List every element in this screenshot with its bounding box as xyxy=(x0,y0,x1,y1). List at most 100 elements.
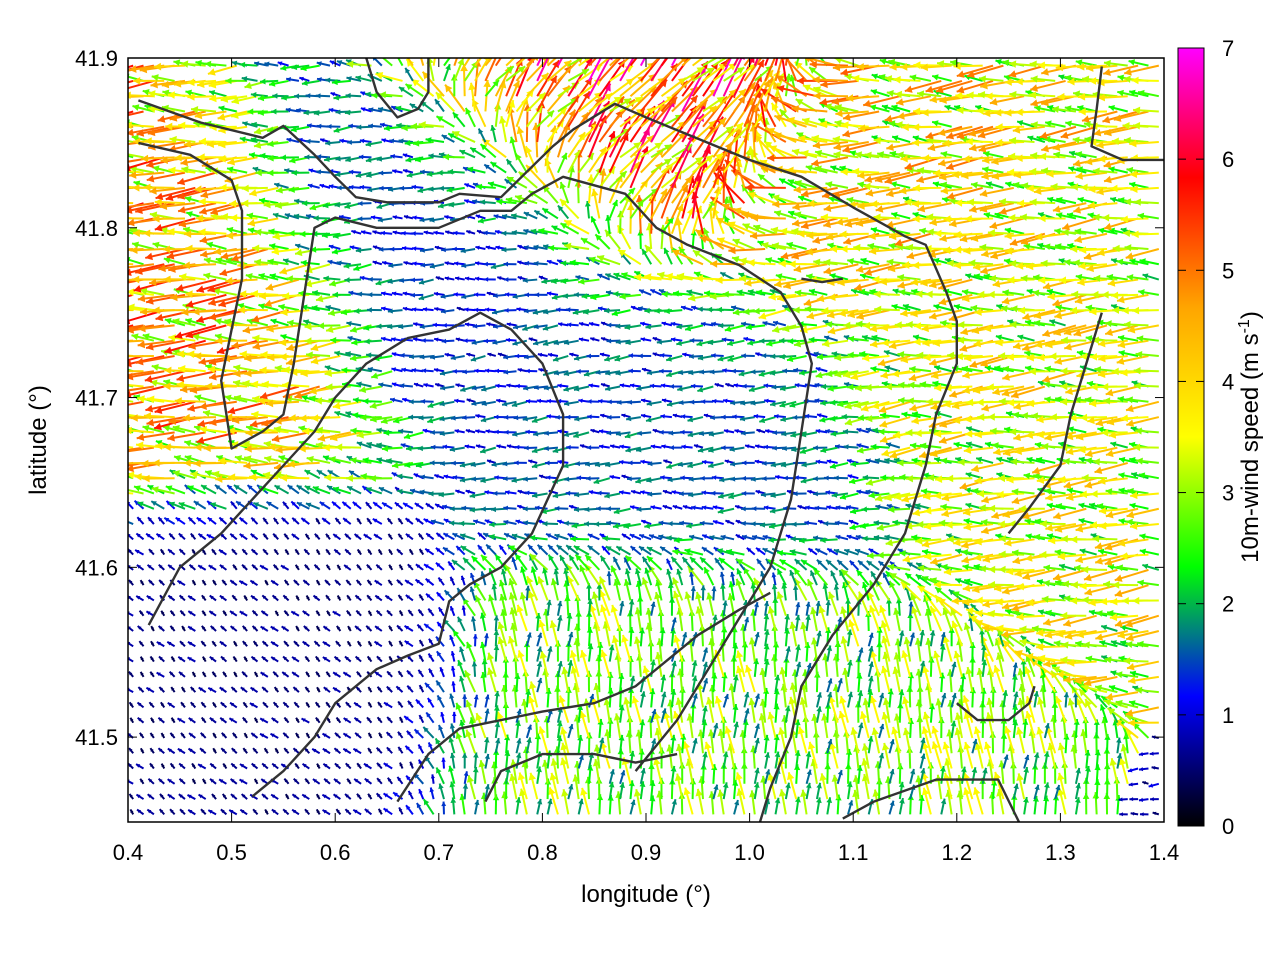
wind-arrow xyxy=(388,640,394,647)
wind-arrow xyxy=(621,533,631,541)
wind-arrow xyxy=(464,276,476,281)
wind-arrow xyxy=(1117,334,1139,342)
wind-arrow xyxy=(728,246,766,255)
wind-arrow xyxy=(988,791,996,815)
wind-arrow xyxy=(496,398,507,403)
wind-arrow xyxy=(292,747,300,754)
wind-arrow xyxy=(301,793,310,800)
wind-arrow xyxy=(477,217,496,224)
wind-arrow xyxy=(166,248,206,260)
wind-arrow xyxy=(353,778,362,785)
wind-arrow xyxy=(272,564,279,571)
wind-arrow xyxy=(557,204,570,220)
wind-arrow xyxy=(373,640,383,648)
wind-arrow xyxy=(514,153,528,174)
wind-arrow xyxy=(1112,581,1139,589)
wind-arrow xyxy=(509,773,518,800)
wind-arrow xyxy=(167,793,176,800)
wind-arrow xyxy=(214,484,228,495)
wind-arrow xyxy=(847,659,853,678)
wind-arrow xyxy=(774,751,781,769)
wind-arrow xyxy=(1055,695,1067,724)
wind-arrow xyxy=(1120,744,1129,769)
wind-arrow xyxy=(795,661,802,678)
wind-arrow xyxy=(212,579,217,586)
wind-arrow xyxy=(345,701,352,709)
wind-arrow xyxy=(1039,125,1077,139)
wind-arrow xyxy=(372,517,383,525)
wind-arrow xyxy=(261,793,269,800)
wind-arrow xyxy=(334,762,342,770)
wind-arrow xyxy=(462,694,468,708)
wind-arrow xyxy=(271,808,279,816)
wind-arrow xyxy=(147,516,155,525)
wind-arrow xyxy=(681,444,693,450)
wind-arrow xyxy=(291,671,300,678)
wind-arrow xyxy=(403,260,414,266)
wind-arrow xyxy=(303,625,310,632)
wind-arrow xyxy=(638,289,652,296)
wind-arrow xyxy=(209,502,227,510)
wind-arrow xyxy=(645,416,662,423)
wind-arrow xyxy=(250,655,259,663)
wind-arrow xyxy=(732,779,739,800)
wind-arrow xyxy=(136,701,145,709)
wind-arrow xyxy=(207,516,217,525)
wind-arrow xyxy=(1025,710,1036,739)
wind-arrow xyxy=(433,367,445,373)
wind-arrow xyxy=(950,661,957,678)
wind-arrow xyxy=(404,625,414,632)
wind-arrow xyxy=(260,625,269,632)
wind-arrow xyxy=(452,111,466,128)
wind-arrow xyxy=(566,575,580,601)
wind-arrow xyxy=(986,697,995,723)
wind-arrow xyxy=(436,650,445,663)
wind-arrow xyxy=(354,732,362,739)
wind-arrow xyxy=(261,594,269,602)
wind-arrow xyxy=(168,532,176,540)
wind-arrow xyxy=(212,747,217,754)
wind-arrow xyxy=(404,745,414,754)
wind-arrow xyxy=(423,563,435,571)
wind-arrow xyxy=(1036,697,1046,723)
wind-arrow xyxy=(201,548,207,556)
wind-arrow xyxy=(436,694,445,708)
wind-arrow xyxy=(1130,811,1139,816)
wind-arrow xyxy=(827,324,859,335)
wind-arrow xyxy=(383,701,393,709)
wind-arrow xyxy=(388,564,394,571)
wind-arrow xyxy=(784,646,791,662)
wind-arrow xyxy=(932,650,943,678)
wind-arrow xyxy=(399,762,404,769)
wind-arrow xyxy=(201,778,207,785)
wind-arrow xyxy=(661,398,673,403)
wind-arrow xyxy=(135,793,145,800)
wind-arrow xyxy=(242,701,248,708)
wind-arrow xyxy=(662,504,673,510)
wind-arrow xyxy=(778,789,787,815)
wind-arrow xyxy=(1061,217,1097,231)
wind-arrow xyxy=(556,735,563,754)
wind-arrow xyxy=(522,476,538,482)
wind-arrow xyxy=(175,516,186,525)
wind-arrow xyxy=(484,58,493,67)
wind-arrow xyxy=(815,459,828,465)
wind-arrow xyxy=(243,461,279,470)
wind-arrow xyxy=(372,230,383,235)
wind-arrow xyxy=(331,501,342,510)
wind-arrow xyxy=(649,780,656,800)
wind-arrow xyxy=(867,661,874,678)
wind-arrow xyxy=(1016,773,1026,800)
wind-arrow xyxy=(418,548,425,556)
wind-arrow xyxy=(259,732,269,739)
wind-arrow xyxy=(355,686,362,693)
wind-arrow xyxy=(465,729,477,754)
wind-arrow xyxy=(293,778,300,785)
wind-arrow xyxy=(1032,795,1039,815)
wind-arrow xyxy=(336,564,342,571)
wind-arrow xyxy=(878,752,885,769)
wind-arrow xyxy=(709,369,724,375)
wind-arrow xyxy=(714,695,725,723)
wind-arrow xyxy=(386,777,393,785)
wind-arrow xyxy=(201,594,207,602)
